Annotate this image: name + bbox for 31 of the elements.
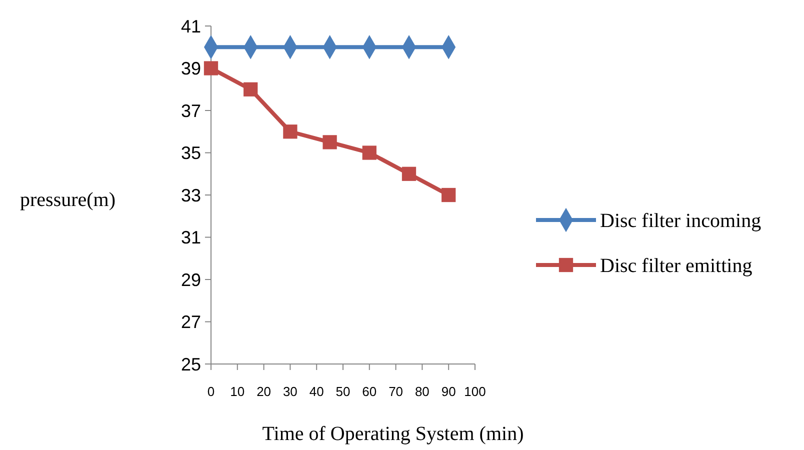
- legend-label: Disc filter incoming: [600, 210, 762, 232]
- point: [442, 188, 456, 202]
- point: [204, 61, 218, 76]
- x-tick-label: 0: [207, 384, 215, 399]
- y-tick-label: 37: [180, 100, 201, 121]
- y-tick-label: 25: [180, 354, 201, 374]
- x-tick-label: 70: [388, 384, 404, 399]
- point: [283, 124, 298, 139]
- x-tick-label: 10: [230, 384, 245, 399]
- y-tick-label: 39: [180, 58, 201, 79]
- x-tick-label: 80: [414, 384, 430, 399]
- x-tick-label: 90: [441, 384, 456, 399]
- point: [244, 82, 258, 96]
- x-tick-label: 100: [464, 384, 486, 399]
- point: [322, 135, 337, 150]
- legend-label: Disc filter emitting: [600, 255, 752, 277]
- y-tick-label: 27: [180, 312, 201, 332]
- x-tick-label: 20: [256, 384, 272, 399]
- x-tick-label: 50: [336, 384, 350, 399]
- y-axis-title: pressure(m): [20, 189, 116, 211]
- y-tick-label: 29: [180, 270, 201, 290]
- point: [362, 146, 376, 160]
- y-tick-label: 31: [180, 228, 201, 248]
- y-tick-label: 41: [180, 16, 201, 36]
- x-tick-label: 30: [282, 384, 298, 399]
- x-tick-label: 40: [309, 384, 324, 399]
- y-tick-label: 35: [180, 143, 201, 164]
- y-tick-label: 33: [180, 185, 201, 206]
- x-axis-title: Time of Operating System (min): [262, 423, 524, 445]
- x-tick-label: 60: [362, 384, 377, 399]
- point: [402, 166, 416, 181]
